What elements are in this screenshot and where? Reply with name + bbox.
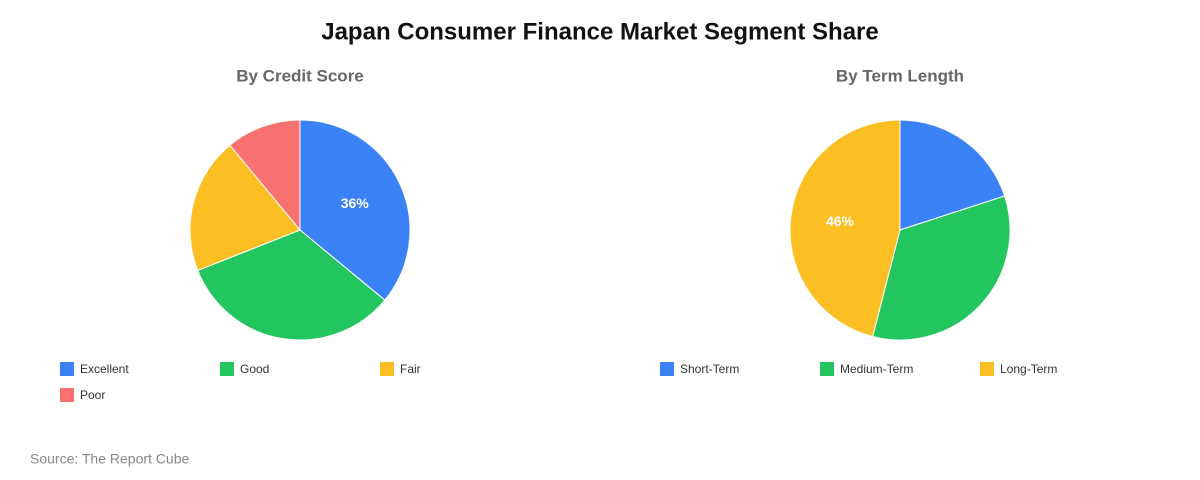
legend-label: Excellent (80, 362, 129, 376)
data-label: 36% (341, 195, 370, 211)
legend-swatch (980, 362, 994, 376)
pie-slice (229, 119, 301, 232)
legend-label: Fair (400, 362, 421, 376)
legend-swatch (820, 362, 834, 376)
pie-slice (189, 144, 301, 272)
legend-swatch (60, 362, 74, 376)
legend-swatch (660, 362, 674, 376)
legend-swatch (220, 362, 234, 376)
legend-label: Long-Term (1000, 362, 1057, 376)
source: Source: The Report Cube (30, 451, 189, 467)
pie-slice (789, 119, 901, 338)
legend-label: Medium-Term (840, 362, 913, 376)
legend-swatch (380, 362, 394, 376)
legend-label: Good (240, 362, 269, 376)
page-title: Japan Consumer Finance Market Segment Sh… (321, 18, 879, 45)
pie-slice (299, 119, 411, 301)
pie-slice (872, 195, 1011, 341)
legend-label: Short-Term (680, 362, 739, 376)
pie-slice (899, 119, 1006, 231)
legend-swatch (60, 388, 74, 402)
chart-title: By Credit Score (236, 66, 364, 85)
pie-slice (197, 229, 386, 341)
chart-title: By Term Length (836, 66, 964, 85)
legend-label: Poor (80, 388, 105, 402)
data-label: 46% (826, 213, 855, 229)
